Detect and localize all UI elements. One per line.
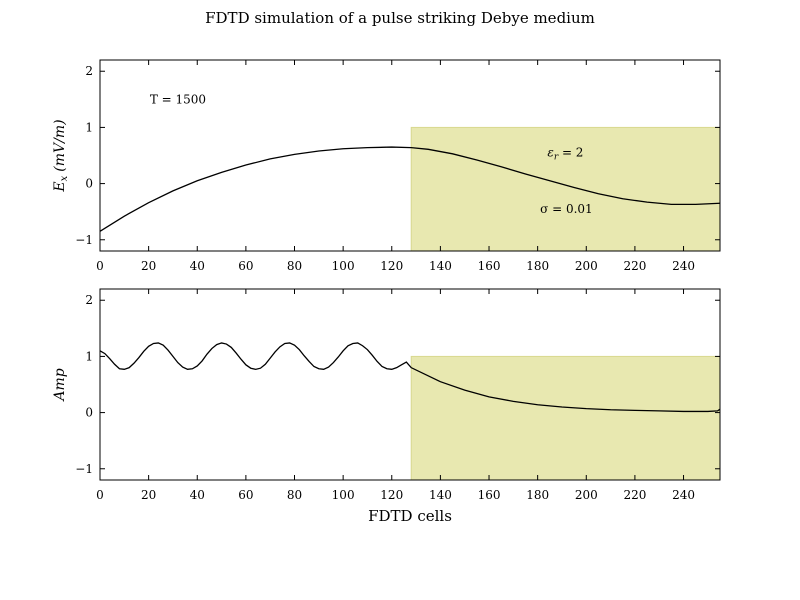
x-tick-label: 240 <box>672 259 695 273</box>
y-tick-label: 0 <box>85 406 93 420</box>
x-axis-label: FDTD cells <box>368 507 452 525</box>
x-tick-label: 160 <box>478 488 501 502</box>
debye-medium-region <box>410 355 721 481</box>
x-tick-label: 60 <box>238 488 253 502</box>
y-tick-label: 2 <box>85 293 93 307</box>
top-y-axis-label: Ex (mV/m) <box>52 119 70 192</box>
amplitude-line <box>99 342 721 413</box>
x-tick-label: 40 <box>190 488 205 502</box>
x-tick-label: 100 <box>332 259 355 273</box>
x-tick-label: 180 <box>526 259 549 273</box>
x-tick-label: 60 <box>238 259 253 273</box>
x-tick-label: 240 <box>672 488 695 502</box>
x-tick-label: 20 <box>141 259 156 273</box>
x-tick-label: 120 <box>380 488 403 502</box>
x-tick-label: 160 <box>478 259 501 273</box>
x-tick-label: 0 <box>96 259 104 273</box>
epsilon-symbol: ε <box>547 146 553 160</box>
x-tick-label: 200 <box>575 259 598 273</box>
chart-title: FDTD simulation of a pulse striking Deby… <box>205 9 595 27</box>
top-plot-frame <box>99 59 721 252</box>
electric-field-line <box>99 146 721 232</box>
y-label-main: E <box>52 181 68 192</box>
relative-permittivity-annotation: εr = 2 <box>547 146 583 163</box>
x-tick-label: 200 <box>575 488 598 502</box>
x-tick-label: 100 <box>332 488 355 502</box>
y-tick-label: 2 <box>85 64 93 78</box>
y-tick-label: 1 <box>85 120 93 134</box>
bottom-y-axis-label: Amp <box>52 368 68 402</box>
x-tick-label: 20 <box>141 488 156 502</box>
time-step-annotation: T = 1500 <box>150 92 206 106</box>
epsilon-value: = 2 <box>558 146 583 160</box>
y-tick-label: 1 <box>85 349 93 363</box>
x-tick-label: 180 <box>526 488 549 502</box>
x-tick-label: 220 <box>623 259 646 273</box>
x-tick-label: 80 <box>287 488 302 502</box>
x-tick-label: 140 <box>429 259 452 273</box>
y-tick-label: −1 <box>75 233 93 247</box>
epsilon-subscript: r <box>554 153 559 163</box>
x-tick-label: 120 <box>380 259 403 273</box>
x-tick-label: 40 <box>190 259 205 273</box>
bottom-plot-frame <box>99 288 721 481</box>
y-label-units: (mV/m) <box>52 119 68 171</box>
y-tick-label: −1 <box>75 462 93 476</box>
x-tick-label: 220 <box>623 488 646 502</box>
conductivity-annotation: σ = 0.01 <box>540 202 593 216</box>
y-tick-label: 0 <box>85 177 93 191</box>
x-tick-label: 140 <box>429 488 452 502</box>
x-tick-label: 80 <box>287 259 302 273</box>
x-tick-label: 0 <box>96 488 104 502</box>
y-label-subscript: x <box>59 175 70 181</box>
debye-medium-region <box>410 126 721 252</box>
